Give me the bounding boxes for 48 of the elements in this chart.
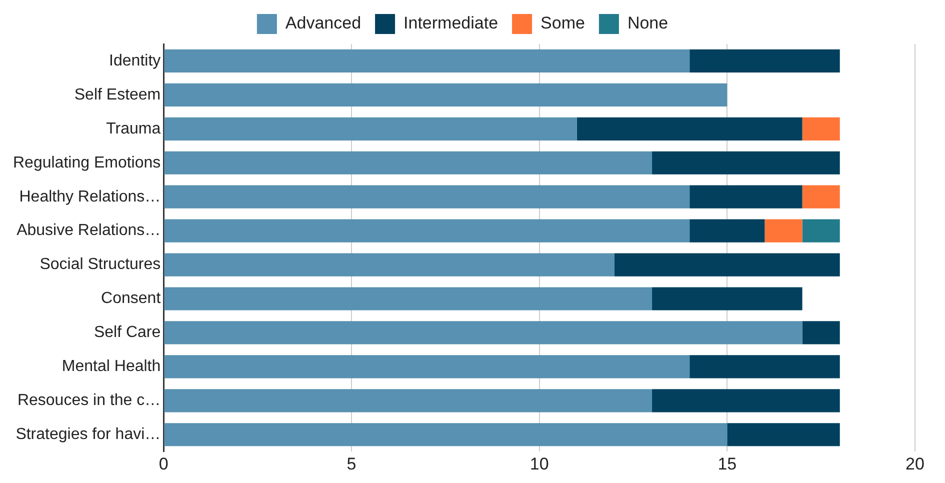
y-tick-label: Mental Health [62, 358, 161, 376]
y-tick-label: Consent [101, 290, 162, 308]
y-tick-label: Self Esteem [74, 86, 161, 104]
y-tick-label: Social Structures [40, 256, 161, 274]
bar [164, 321, 802, 344]
bar [652, 389, 840, 412]
bar [576, 117, 802, 140]
bar [802, 321, 840, 344]
legend-label: Advanced [285, 14, 362, 33]
legend-label: Intermediate [404, 14, 498, 33]
bar [690, 219, 765, 242]
x-tick-label: 5 [346, 454, 356, 474]
bar [764, 219, 802, 242]
bar [164, 423, 728, 446]
y-tick-label: Self Care [94, 324, 161, 342]
bar [652, 287, 802, 310]
bar [614, 253, 840, 276]
bar [164, 253, 614, 276]
bar [164, 219, 690, 242]
bar [164, 117, 577, 140]
x-tick-label: 0 [158, 454, 168, 474]
bar [802, 117, 840, 140]
legend-label: Some [540, 14, 585, 33]
y-tick-label: Resouces in the c… [17, 392, 161, 410]
x-tick-label: 15 [718, 454, 737, 474]
bar [727, 423, 840, 446]
bar [164, 151, 652, 174]
bar [164, 287, 652, 310]
y-tick-label: Trauma [106, 120, 161, 138]
y-tick-label: Regulating Emotions [13, 154, 161, 172]
bar [802, 185, 840, 208]
bar [690, 185, 802, 208]
y-tick-label: Strategies for havi… [16, 426, 161, 444]
bar [164, 49, 690, 73]
bar [164, 389, 652, 412]
bar [164, 185, 690, 208]
legend-label: None [627, 14, 668, 33]
x-tick-label: 10 [530, 454, 549, 474]
y-tick-label: Abusive Relations… [16, 222, 161, 240]
bar [164, 355, 690, 378]
bar [652, 151, 840, 174]
bar [802, 219, 840, 242]
bar [164, 83, 728, 106]
x-tick-label: 20 [906, 454, 924, 474]
y-tick-label: Healthy Relations… [19, 188, 161, 206]
bar [690, 355, 840, 378]
y-tick-label: Identity [109, 52, 161, 70]
bar [690, 49, 840, 73]
